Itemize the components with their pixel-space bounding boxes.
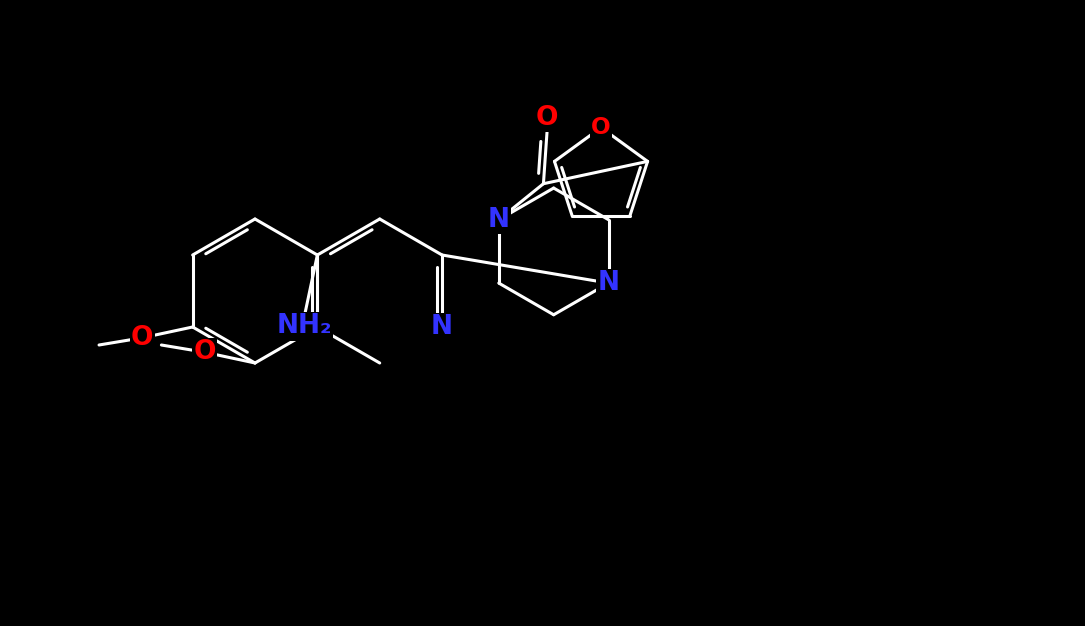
Text: O: O	[193, 339, 216, 365]
Text: O: O	[591, 116, 611, 139]
Text: N: N	[598, 270, 620, 296]
Text: NH₂: NH₂	[277, 313, 332, 339]
Text: O: O	[131, 325, 153, 351]
Text: N: N	[431, 314, 454, 340]
Text: N: N	[488, 207, 510, 233]
Text: N: N	[306, 314, 329, 340]
Text: O: O	[536, 105, 559, 131]
